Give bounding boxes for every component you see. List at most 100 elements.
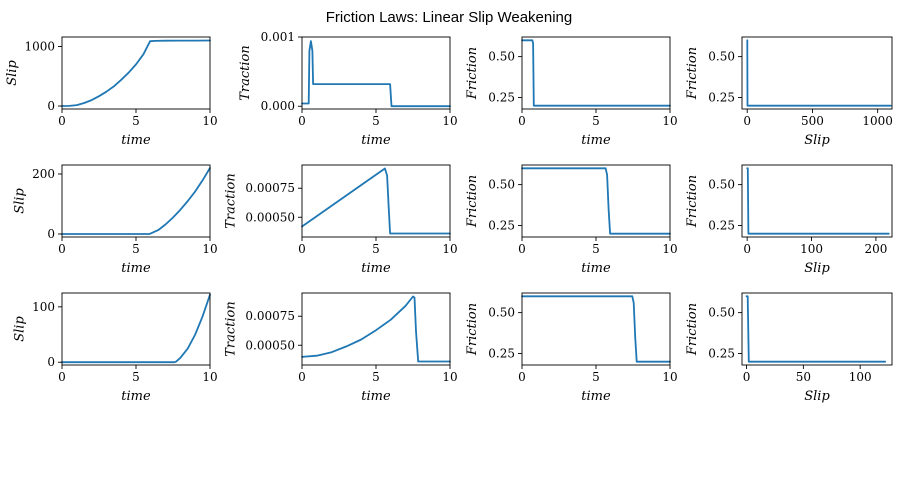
x-tick-label: 5 [592, 370, 600, 384]
x-tick-label: 500 [801, 114, 824, 128]
subplot-r2c1: 0 5 10 0 200 time Slip [12, 164, 218, 276]
x-tick-label: 0 [298, 114, 306, 128]
x-tick-label: 0 [518, 242, 526, 256]
x-axis-label: Slip [804, 133, 830, 148]
axes-frame [521, 36, 671, 110]
x-axis-label: time [581, 133, 611, 148]
y-axis-label: Friction [685, 175, 700, 228]
x-tick-label: 5 [132, 370, 140, 384]
y-tick-label: 0.00075 [245, 181, 295, 195]
x-tick-label: 0 [518, 114, 526, 128]
x-tick-label: 0 [298, 242, 306, 256]
y-tick-label: 0.50 [488, 178, 515, 192]
x-axis-label: Slip [804, 389, 830, 404]
x-tick-label: 10 [442, 370, 457, 384]
series-line [61, 39, 211, 107]
axes-frame [521, 292, 671, 366]
x-tick-label: 100 [849, 370, 872, 384]
series-line [521, 167, 671, 235]
subplot-r1c4: 0 500 1000 0.25 0.50 Slip Friction [685, 36, 893, 148]
y-tick-label: 0 [47, 355, 55, 369]
y-axis-label: Traction [224, 301, 239, 357]
axes-frame [741, 36, 893, 110]
y-axis-label: Slip [5, 60, 20, 86]
axes-frame [741, 164, 893, 238]
x-axis-label: time [361, 133, 391, 148]
y-tick-label: 0.00050 [245, 210, 295, 224]
x-tick-label: 0 [743, 370, 751, 384]
x-axis-label: time [581, 261, 611, 276]
y-tick-label: 0.000 [261, 99, 295, 113]
x-tick-label: 10 [662, 370, 677, 384]
series-line [301, 40, 451, 108]
x-tick-label: 200 [864, 242, 887, 256]
y-tick-label: 1000 [24, 40, 55, 54]
y-tick-label: 0.25 [488, 219, 515, 233]
y-tick-label: 0.25 [708, 91, 735, 105]
y-tick-label: 0 [47, 99, 55, 113]
x-tick-label: 0 [743, 242, 751, 256]
x-tick-label: 5 [592, 114, 600, 128]
y-axis-label: Friction [465, 175, 480, 228]
y-axis-label: Friction [465, 47, 480, 100]
x-tick-label: 50 [796, 370, 811, 384]
x-tick-label: 10 [202, 242, 217, 256]
series-line [521, 295, 671, 363]
x-tick-label: 10 [662, 242, 677, 256]
x-axis-label: time [361, 261, 391, 276]
x-tick-label: 1000 [862, 114, 893, 128]
series-line [61, 293, 211, 364]
x-axis-label: Slip [804, 261, 830, 276]
axes-frame [741, 292, 893, 366]
y-tick-label: 0.25 [708, 219, 735, 233]
subplot-r3c3: 0 5 10 0.25 0.50 time Friction [465, 292, 678, 404]
x-tick-label: 0 [298, 370, 306, 384]
x-axis-label: time [121, 133, 151, 148]
x-tick-label: 5 [372, 114, 380, 128]
x-tick-label: 10 [202, 114, 217, 128]
figure-title: Friction Laws: Linear Slip Weakening [326, 9, 573, 26]
x-tick-label: 5 [132, 242, 140, 256]
y-axis-label: Slip [12, 316, 27, 342]
x-tick-label: 0 [743, 114, 751, 128]
x-axis-label: time [581, 389, 611, 404]
y-tick-label: 0.25 [488, 347, 515, 361]
y-tick-label: 0.25 [488, 91, 515, 105]
x-tick-label: 5 [372, 242, 380, 256]
y-tick-label: 0.00075 [245, 309, 295, 323]
axes-frame [61, 292, 211, 366]
y-tick-label: 0.00050 [245, 338, 295, 352]
x-tick-label: 5 [132, 114, 140, 128]
series-line [61, 167, 211, 235]
y-axis-label: Traction [224, 173, 239, 229]
axes-frame [521, 164, 671, 238]
axes-frame [301, 36, 451, 110]
x-tick-label: 5 [372, 370, 380, 384]
series-line [745, 295, 887, 363]
x-tick-label: 0 [518, 370, 526, 384]
x-tick-label: 0 [58, 114, 66, 128]
x-tick-label: 10 [202, 370, 217, 384]
y-tick-label: 0.001 [261, 30, 295, 44]
subplot-r2c2: 0 5 10 0.00050 0.00075 time Traction [224, 164, 458, 276]
series-line [746, 39, 892, 107]
y-axis-label: Friction [685, 47, 700, 100]
y-tick-label: 0.50 [708, 50, 735, 64]
subplot-r3c2: 0 5 10 0.00050 0.00075 time Traction [224, 292, 458, 404]
x-axis-label: time [361, 389, 391, 404]
x-tick-label: 0 [58, 242, 66, 256]
subplot-r2c3: 0 5 10 0.25 0.50 time Friction [465, 164, 678, 276]
subplot-r1c3: 0 5 10 0.25 0.50 time Friction [465, 36, 678, 148]
x-tick-label: 10 [442, 114, 457, 128]
series-line [301, 167, 451, 235]
y-tick-label: 100 [32, 300, 55, 314]
y-tick-label: 0.50 [488, 50, 515, 64]
y-tick-label: 0.25 [708, 347, 735, 361]
subplot-r1c2: 0 5 10 0.000 0.001 time Traction [238, 30, 458, 148]
subplot-r1c1: 0 5 10 0 1000 time Slip [5, 36, 218, 148]
series-line [301, 295, 451, 363]
y-axis-label: Friction [685, 303, 700, 356]
